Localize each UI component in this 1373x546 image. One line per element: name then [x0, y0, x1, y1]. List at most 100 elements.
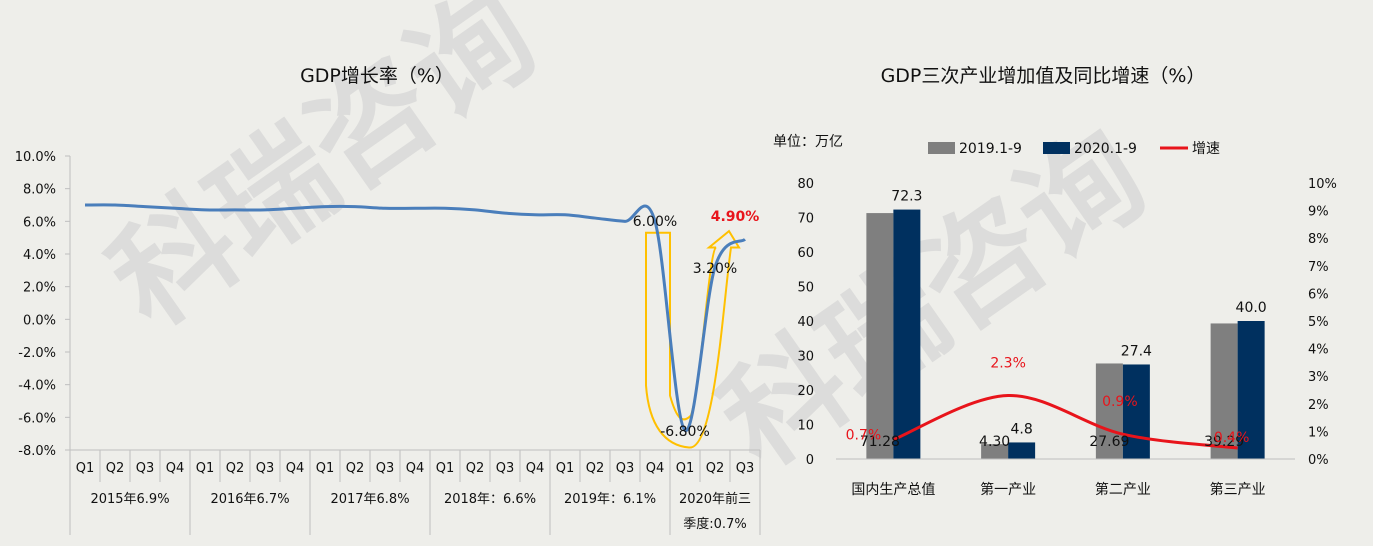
left-y-tick-label: -2.0% — [18, 346, 56, 361]
quarter-label: Q3 — [256, 461, 275, 476]
quarter-label: Q4 — [646, 461, 665, 476]
year-group-label: 2019年：6.1% — [564, 492, 656, 507]
left-y-tick-label: -8.0% — [18, 444, 56, 459]
year-group-label: 2015年6.9% — [90, 492, 169, 507]
bar-value-label-2019: 39.29 — [1204, 434, 1244, 450]
quarter-label: Q1 — [676, 461, 695, 476]
quarter-label: Q1 — [76, 461, 95, 476]
bar-2019 — [1210, 323, 1238, 459]
right-chart-right-tick-label: 1% — [1308, 425, 1329, 440]
bar-value-label-2019: 4.30 — [979, 434, 1010, 450]
quarter-label: Q2 — [106, 461, 125, 476]
bar-2019 — [981, 444, 1009, 459]
growth-label: 0.9% — [1102, 394, 1138, 410]
right-chart-right-tick-label: 9% — [1308, 205, 1329, 220]
quarter-label: Q4 — [406, 461, 425, 476]
legend: 2019.1-9 2020.1-9 增速 — [928, 141, 1220, 157]
year-group-label: 2018年：6.6% — [444, 492, 536, 507]
left-y-tick-label: 10.0% — [15, 150, 56, 165]
unit-label: 单位：万亿 — [773, 134, 843, 150]
left-y-tick-label: 4.0% — [23, 248, 56, 263]
growth-label: 0.4% — [1214, 430, 1250, 446]
right-chart-right-tick-label: 7% — [1308, 260, 1329, 275]
quarter-label: Q1 — [196, 461, 215, 476]
quarter-label: Q1 — [316, 461, 335, 476]
right-chart-left-tick-label: 30 — [797, 350, 814, 365]
quarter-label: Q2 — [466, 461, 485, 476]
left-y-tick-label: 2.0% — [23, 281, 56, 296]
legend-swatch-2019 — [928, 142, 955, 154]
bar-value-label-2020: 27.4 — [1121, 343, 1152, 359]
year-group-label-line1: 2020年前三 — [679, 491, 751, 507]
quarter-label: Q3 — [616, 461, 635, 476]
quarter-label: Q3 — [736, 461, 755, 476]
annotation-2019q4: 6.00% — [633, 214, 677, 230]
right-chart-left-tick-label: 50 — [797, 281, 814, 296]
bar-value-label-2020: 4.8 — [1010, 421, 1032, 437]
category-labels: 国内生产总值 第一产业 第二产业 第三产业 — [851, 481, 1265, 498]
year-group-label: 2016年6.7% — [210, 492, 289, 507]
left-x-axis: Q1 Q2 Q3 Q4 Q1 Q2 Q3 Q4 Q1 Q2 Q3 Q4 Q1 Q2 Q3 Q4 Q1 Q2 Q3 Q4… — [69, 449, 761, 535]
right-chart-right-tick-label: 0% — [1308, 453, 1329, 468]
right-chart-left-tick-label: 80 — [797, 177, 814, 192]
right-chart-left-tick-label: 60 — [797, 246, 814, 261]
highlight-arrows — [645, 229, 741, 449]
right-chart-right-tick-label: 2% — [1308, 398, 1329, 413]
bar-2020 — [1008, 442, 1036, 459]
bar-2020 — [1122, 364, 1150, 459]
quarter-label: Q2 — [346, 461, 365, 476]
right-right-y-axis: 10% 9% 8% 7% 6% 5% 4% 3% 2% 1% 0% — [1308, 177, 1337, 468]
right-chart-left-tick-label: 0 — [806, 453, 814, 468]
quarter-label: Q4 — [166, 461, 185, 476]
category-label: 第一产业 — [980, 481, 1036, 498]
left-y-axis: 10.0% 8.0% 6.0% 4.0% 2.0% 0.0% -2.0% -4.0% -6.0%… — [15, 150, 71, 459]
quarter-label: Q2 — [586, 461, 605, 476]
quarter-label: Q4 — [526, 461, 545, 476]
annotation-2020q2: 3.20% — [693, 261, 737, 277]
annotation-2020q1: -6.80% — [660, 424, 710, 440]
right-chart-left-tick-label: 10 — [797, 419, 814, 434]
quarter-label: Q3 — [376, 461, 395, 476]
annotation-2020q3: 4.90% — [711, 209, 760, 225]
left-y-tick-label: 6.0% — [23, 215, 56, 230]
legend-label-2020: 2020.1-9 — [1074, 141, 1137, 157]
left-y-tick-label: -6.0% — [18, 411, 56, 426]
year-group-label: 2017年6.8% — [330, 492, 409, 507]
legend-swatch-2020 — [1043, 142, 1070, 154]
right-chart-right-tick-label: 3% — [1308, 370, 1329, 385]
growth-line — [892, 394, 1238, 450]
bar-2019 — [1095, 363, 1123, 459]
right-chart-right-tick-label: 8% — [1308, 232, 1329, 247]
year-group-label-line2: 季度:0.7% — [683, 516, 746, 532]
legend-label-2019: 2019.1-9 — [959, 141, 1022, 157]
left-chart-title: GDP增长率（%） — [300, 65, 454, 87]
category-label: 第二产业 — [1095, 481, 1151, 498]
right-left-y-axis: 80 70 60 50 40 30 20 10 0 — [797, 177, 814, 468]
watermark-text-left: 科瑞咨询 — [87, 0, 560, 354]
bar-value-label-2019: 71.28 — [860, 434, 900, 450]
gdp-growth-line — [84, 203, 747, 432]
bar-value-label-2019: 27.69 — [1089, 434, 1129, 450]
left-y-tick-label: 0.0% — [23, 313, 56, 328]
category-label: 第三产业 — [1210, 481, 1266, 498]
right-chart-right-tick-label: 5% — [1308, 315, 1329, 330]
quarter-label: Q1 — [556, 461, 575, 476]
bar-value-label-2020: 72.3 — [891, 189, 922, 205]
right-chart-left-tick-label: 40 — [797, 315, 814, 330]
quarter-label: Q3 — [136, 461, 155, 476]
bars — [866, 209, 1265, 459]
growth-label: 2.3% — [990, 356, 1026, 372]
quarter-label: Q4 — [286, 461, 305, 476]
value-labels: 71.28 72.3 4.304.8 27.69 27.4 39.29 40.0 0.7% 2.… — [846, 189, 1267, 450]
bar-2019 — [866, 213, 894, 459]
quarter-label: Q2 — [226, 461, 245, 476]
quarter-label: Q3 — [496, 461, 515, 476]
quarter-label: Q1 — [436, 461, 455, 476]
right-chart-right-tick-label: 4% — [1308, 343, 1329, 358]
right-chart-right-tick-label: 6% — [1308, 287, 1329, 302]
bar-2020 — [1237, 321, 1265, 459]
right-chart: GDP三次产业增加值及同比增速（%） 单位：万亿 2019.1-9 2020.1… — [773, 65, 1337, 498]
left-chart: GDP增长率（%） 10.0% 8.0% 6.0% 4.0% 2.0% 0.0% -2.0%… — [15, 65, 761, 535]
right-chart-left-tick-label: 20 — [797, 384, 814, 399]
